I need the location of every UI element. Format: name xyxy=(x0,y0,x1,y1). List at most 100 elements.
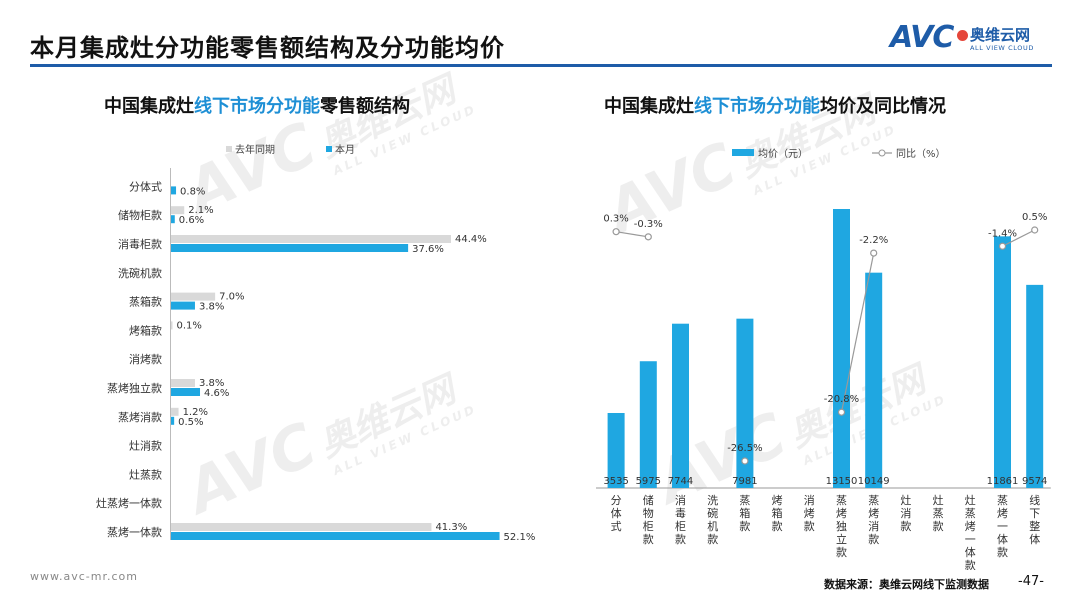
category-label-char: 碗 xyxy=(707,506,718,520)
data-label-prev: 1.2% xyxy=(183,407,208,418)
category-label-char: 款 xyxy=(675,532,686,546)
category-label-char: 物 xyxy=(643,506,654,520)
category-label-char: 款 xyxy=(933,519,944,533)
right-chart-title: 中国集成灶线下市场分功能均价及同比情况 xyxy=(604,96,946,117)
bar-prev xyxy=(171,206,185,215)
footer-source: 数据来源：奥维云网线下监测数据 xyxy=(824,578,989,591)
data-label-prev: 0.1% xyxy=(177,320,202,331)
footer-url: www.avc-mr.com xyxy=(30,570,138,583)
category-label-char: 款 xyxy=(739,519,750,533)
category-label-char: 分 xyxy=(611,494,622,507)
category-label-char: 独 xyxy=(836,520,847,533)
price-label: 10149 xyxy=(858,476,890,487)
category-label-char: 款 xyxy=(997,545,1008,559)
bar-curr xyxy=(171,388,201,396)
yoy-label: 0.3% xyxy=(603,214,628,225)
category-label-char: 机 xyxy=(707,519,718,533)
category-label: 蒸箱款 xyxy=(129,295,162,309)
yoy-point xyxy=(837,408,846,416)
category-label-char: 一 xyxy=(997,520,1008,533)
category-label-char: 立 xyxy=(836,532,847,546)
yoy-point xyxy=(741,457,749,465)
price-label: 9574 xyxy=(1022,476,1047,487)
yoy-point xyxy=(998,242,1007,250)
price-bar xyxy=(833,209,850,488)
category-label-char: 蒸 xyxy=(868,494,879,507)
data-label-curr: 37.6% xyxy=(412,244,444,255)
bar-curr xyxy=(171,416,175,425)
category-label-char: 体 xyxy=(965,545,976,559)
bar-prev xyxy=(171,407,179,416)
bar-prev xyxy=(171,292,216,301)
category-label-char: 烤 xyxy=(997,506,1008,520)
price-bar xyxy=(639,361,657,488)
bar-prev xyxy=(171,379,195,387)
yoy-label: -2.2% xyxy=(859,235,888,246)
logo-en-text: ALL VIEW CLOUD xyxy=(970,44,1034,52)
category-label-char: 消 xyxy=(868,519,879,533)
category-label-char: 柜 xyxy=(643,520,654,533)
category-label-char: 款 xyxy=(900,519,911,533)
price-label: 5975 xyxy=(636,476,661,487)
legend-marker xyxy=(878,149,886,157)
price-bar xyxy=(1026,284,1044,488)
category-label-char: 款 xyxy=(707,532,718,546)
price-bar xyxy=(736,318,754,488)
category-label-char: 箱 xyxy=(772,506,783,520)
price-label: 3535 xyxy=(603,476,628,487)
category-label-char: 烤 xyxy=(804,506,815,520)
category-label: 灶蒸款 xyxy=(129,467,162,481)
avc-logo: AVC 奥维云网 ALL VIEW CLOUD xyxy=(890,20,1050,58)
category-label-char: 款 xyxy=(643,532,654,546)
data-label-prev: 41.3% xyxy=(435,522,467,533)
data-label-curr: 4.6% xyxy=(204,388,229,399)
data-label-curr: 0.5% xyxy=(178,417,203,428)
category-label-char: 款 xyxy=(836,545,847,559)
yoy-label: 0.5% xyxy=(1022,212,1047,223)
header-divider xyxy=(30,64,1052,67)
category-label-char: 烤 xyxy=(836,506,847,520)
category-label-char: 体 xyxy=(611,506,622,520)
price-label: 7981 xyxy=(732,476,757,487)
category-label-char: 烤 xyxy=(868,506,879,520)
category-label: 蒸烤独立款 xyxy=(107,381,162,395)
logo-cn-text: 奥维云网 xyxy=(970,26,1031,44)
category-label-char: 款 xyxy=(868,532,879,546)
bar-curr xyxy=(171,301,195,310)
category-label: 蒸烤消款 xyxy=(118,410,162,424)
category-label-char: 体 xyxy=(1029,532,1040,546)
category-label-char: 毒 xyxy=(675,507,686,520)
yoy-point xyxy=(1031,226,1039,234)
category-label: 分体式 xyxy=(129,179,162,193)
price-bar xyxy=(994,236,1011,488)
category-label: 消烤款 xyxy=(129,352,162,366)
category-label-char: 储 xyxy=(643,493,654,507)
yoy-label: -0.3% xyxy=(634,219,663,230)
price-label: 13150 xyxy=(826,476,858,487)
data-label-prev: 3.8% xyxy=(199,378,224,389)
yoy-label: -1.4% xyxy=(988,228,1017,239)
price-bar xyxy=(607,412,625,488)
category-label-char: 线 xyxy=(1029,493,1040,507)
yoy-label: -20.8% xyxy=(824,394,859,405)
legend-label-line: 同比（%） xyxy=(896,148,946,160)
category-label-char: 蒸 xyxy=(965,507,976,520)
legend-swatch-bar xyxy=(732,149,754,156)
yoy-line-segment xyxy=(840,252,875,413)
category-label-char: 款 xyxy=(772,519,783,533)
category-label-char: 蒸 xyxy=(836,494,847,507)
yoy-line-segment xyxy=(616,231,649,238)
bar-curr xyxy=(171,244,409,252)
legend-label-curr: 本月 xyxy=(335,143,355,156)
category-label-char: 烤 xyxy=(772,493,783,507)
category-label: 蒸烤一体款 xyxy=(107,525,162,539)
data-label-prev: 2.1% xyxy=(188,205,213,216)
legend-label-prev: 去年同期 xyxy=(235,143,275,156)
legend-swatch-prev xyxy=(226,146,232,152)
category-label: 灶消款 xyxy=(129,439,162,453)
category-label-char: 箱 xyxy=(739,506,750,520)
category-label: 储物柜款 xyxy=(118,208,162,222)
legend-swatch-curr xyxy=(326,146,332,152)
left-chart-title: 中国集成灶线下市场分功能零售额结构 xyxy=(104,96,410,117)
